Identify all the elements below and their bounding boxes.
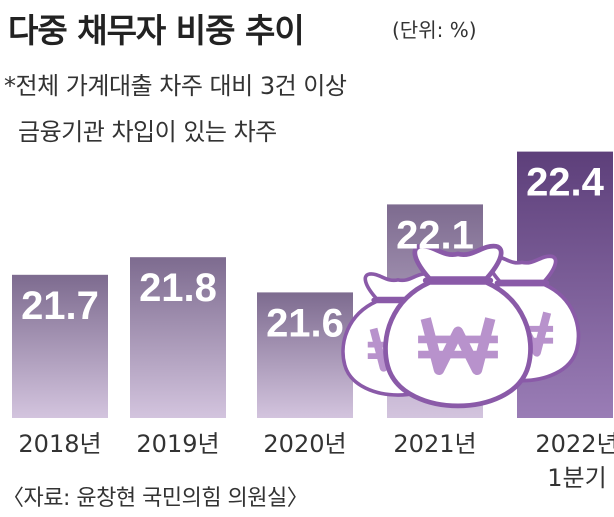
value-label-1: 21.8	[139, 266, 217, 310]
category-label-4-line-1: 1분기	[547, 464, 606, 492]
bar-1	[130, 257, 226, 418]
value-label-2: 21.6	[266, 301, 344, 345]
money-bag-icon-center	[383, 243, 533, 409]
value-label-4: 22.4	[526, 161, 605, 205]
footnote-line-1: *전체 가계대출 차주 대비 3건 이상	[4, 72, 347, 100]
source-note: 〈자료: 윤창현 국민의힘 의원실〉	[2, 486, 309, 511]
value-labels-group: 21.7 21.8 21.6 22.1 22.4	[21, 161, 605, 346]
chart-title: 다중 채무자 비중 추이	[8, 11, 305, 50]
unit-label: (단위: %)	[392, 18, 477, 42]
value-label-0: 21.7	[21, 284, 99, 328]
won-sign-icon	[418, 317, 498, 376]
category-label-1: 2019년	[136, 430, 219, 458]
bar-2	[257, 292, 353, 418]
category-label-3: 2021년	[393, 430, 476, 458]
bar-0	[12, 274, 108, 418]
value-label-3: 22.1	[396, 213, 474, 257]
footnote-line-2: 금융기관 차입이 있는 차주	[18, 118, 277, 146]
category-label-4-line-0: 2022년	[535, 430, 614, 458]
money-bags-illustration	[341, 243, 581, 409]
category-labels-group: 2018년 2019년 2020년 2021년 2022년 1분기	[18, 430, 614, 492]
category-label-0: 2018년	[18, 430, 101, 458]
category-label-2: 2020년	[263, 430, 346, 458]
